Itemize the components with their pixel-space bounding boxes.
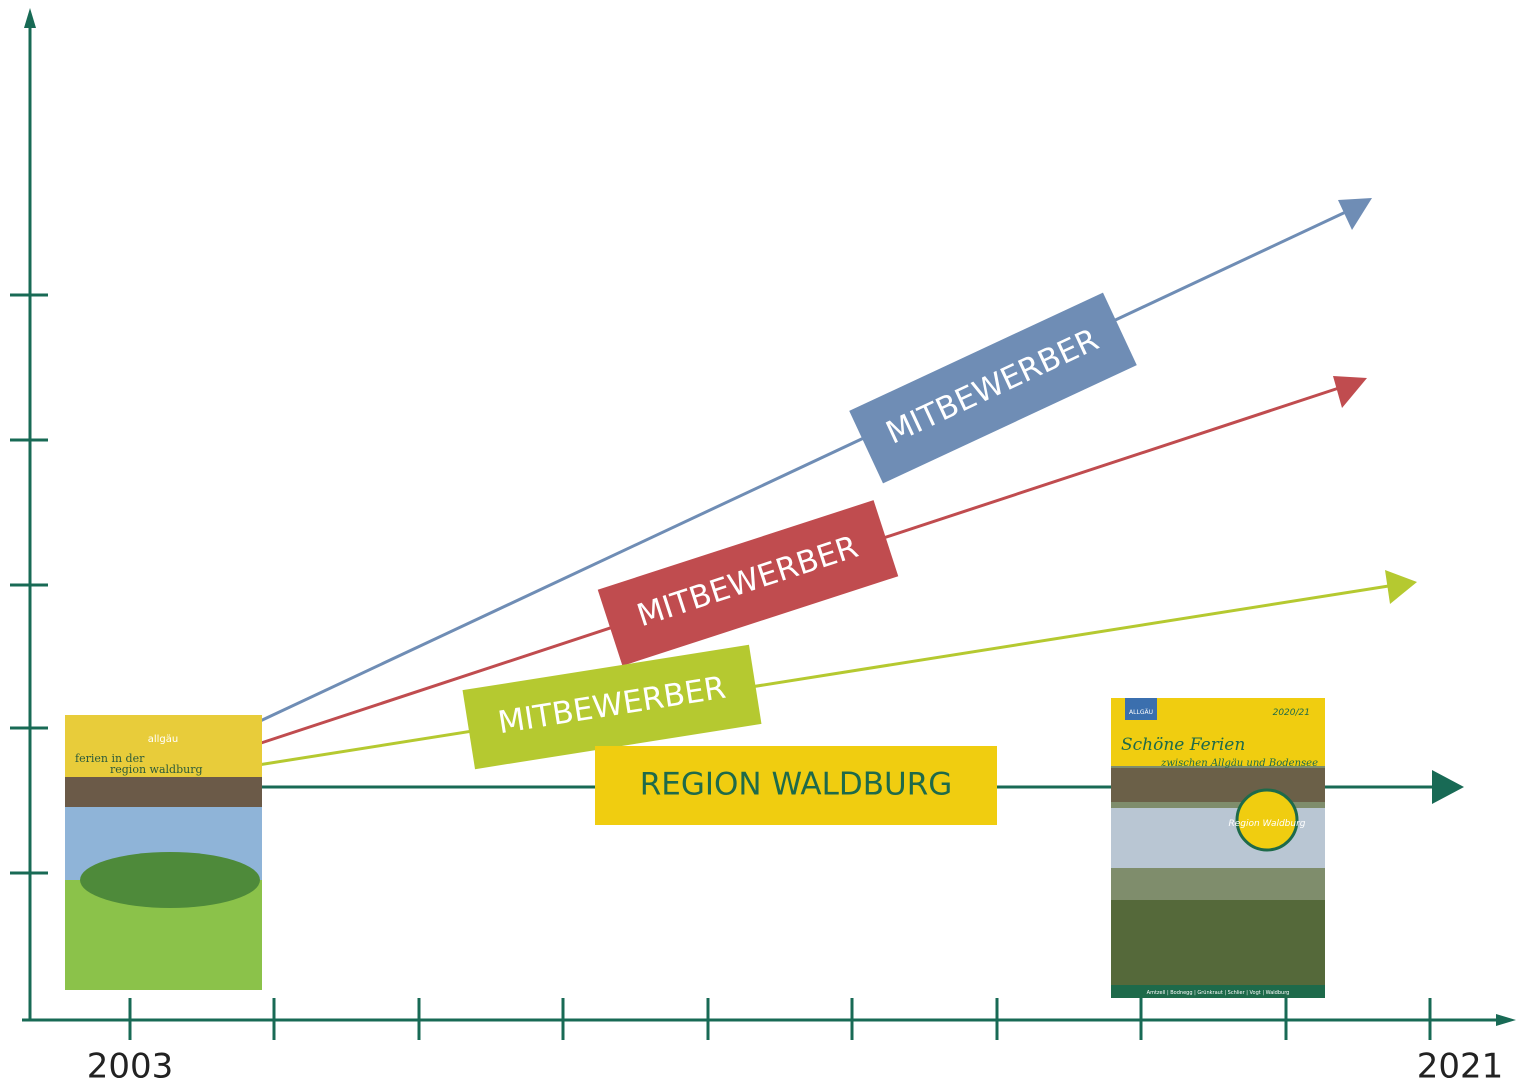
brochure-2003: allgäu ferien in der region waldburg [65,715,262,990]
x-ticks [128,998,1432,1040]
brochure-2020: ALLGÄU 2020/21 Schöne Ferien zwischen Al… [1111,698,1325,998]
region-label: REGION WALDBURG [595,746,997,825]
badge: allgäu [148,734,179,745]
axes: 2003 2021 [10,8,1516,1087]
badge: Region Waldburg [1228,819,1305,829]
footer: Amtzell | Bodnegg | Grünkraut | Schlier … [1147,990,1290,996]
label-text: REGION WALDBURG [640,767,953,803]
season: 2020/21 [1273,708,1310,718]
competitor-label-green: MITBEWERBER [462,644,762,770]
end-year: 2021 [1417,1047,1504,1087]
y-ticks [10,293,48,875]
title: region waldburg [110,763,203,776]
competitor-label-blue: MITBEWERBER [849,292,1137,484]
competitor-label-red: MITBEWERBER [597,500,899,666]
title: ferien in der [75,752,145,765]
subtitle: zwischen Allgäu und Bodensee [1160,758,1318,769]
y-arrowhead [24,8,36,28]
header: ALLGÄU [1129,709,1153,716]
title: Schöne Ferien [1121,735,1245,755]
start-year: 2003 [87,1047,174,1087]
x-arrowhead [1496,1014,1516,1026]
